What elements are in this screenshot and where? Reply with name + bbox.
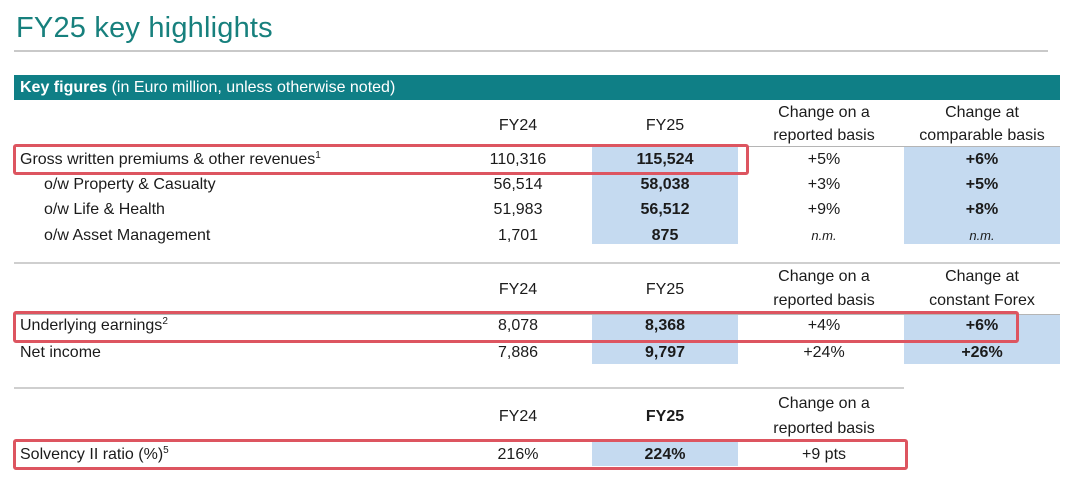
annotation-box-underlying-earnings [13, 311, 1019, 343]
table-row-fy25: 56,512 [640, 201, 690, 218]
key-figures-header: Key figures (in Euro million, unless oth… [14, 75, 1060, 100]
comparable-highlight-table1 [904, 146, 1060, 244]
table1-bottom-rule [14, 262, 1060, 264]
annotation-box-gross-premiums [13, 144, 749, 175]
table-row-comparable: +6% [965, 151, 999, 168]
table-row-fy24: 110,316 [489, 151, 547, 168]
table3-header-reported-2: reported basis [773, 420, 875, 437]
table-row-label: o/w Asset Management [44, 227, 211, 244]
table-row-reported: +9 pts [801, 446, 847, 463]
table3-header-reported-1: Change on a [778, 395, 870, 412]
table-row-comparable: +5% [965, 176, 999, 193]
table-row-label: Solvency II ratio (%)5 [20, 445, 169, 464]
table-row-fy25: 875 [651, 227, 679, 244]
table-row-reported: +24% [803, 344, 845, 361]
fy25-highlight-table3 [592, 441, 738, 466]
table-row-fy24: 51,983 [493, 201, 543, 218]
key-figures-label: Key figures [20, 79, 108, 96]
table-row-label: Gross written premiums & other revenues1 [20, 150, 321, 169]
table2-rule [14, 314, 1060, 315]
table1-header-fy25: FY25 [645, 117, 685, 134]
table-row-reported: +9% [807, 201, 841, 218]
key-figures-units: (in Euro million, unless otherwise noted… [107, 79, 396, 96]
table1-header-comparable-1: Change at [945, 104, 1019, 121]
table1-header-reported-2: reported basis [773, 127, 875, 144]
fy25-highlight-table1 [592, 146, 738, 244]
table-row-reported: n.m. [811, 228, 837, 243]
table2-header-fy24: FY24 [498, 281, 538, 298]
table-row-fy24: 7,886 [497, 344, 539, 361]
table2-bottom-rule [14, 387, 904, 389]
fy25-highlight-table2 [592, 314, 738, 364]
table-row-comparable: +8% [965, 201, 999, 218]
table-row-reported: +5% [807, 151, 841, 168]
table1-header-reported-1: Change on a [778, 104, 870, 121]
table1-header-comparable-2: comparable basis [919, 127, 1045, 144]
table2-header-reported-2: reported basis [773, 292, 875, 309]
table-row-label: o/w Life & Health [44, 201, 165, 218]
table-row-fy24: 56,514 [493, 176, 543, 193]
table2-header-fy25: FY25 [645, 281, 685, 298]
table-row-label: Underlying earnings2 [20, 316, 168, 335]
table-row-fy25: 9,797 [644, 344, 686, 361]
table-row-forex: +6% [965, 317, 999, 334]
table-row-fy25: 58,038 [640, 176, 690, 193]
table2-header-forex-1: Change at [945, 268, 1019, 285]
table1-header-fy24: FY24 [498, 117, 538, 134]
forex-highlight-table2 [904, 314, 1060, 364]
table-row-label: o/w Property & Casualty [44, 176, 216, 193]
table-row-reported: +3% [807, 176, 841, 193]
table-row-fy24: 216% [497, 446, 539, 463]
table3-header-fy24: FY24 [498, 408, 538, 425]
table3-header-fy25: FY25 [645, 408, 685, 425]
table2-header-forex-2: constant Forex [929, 292, 1035, 309]
table-row-fy25: 8,368 [644, 317, 686, 334]
table-row-label: Net income [20, 344, 101, 361]
table-row-reported: +4% [807, 317, 841, 334]
table-row-forex: +26% [961, 344, 1003, 361]
table2-header-reported-1: Change on a [778, 268, 870, 285]
table-row-fy24: 8,078 [497, 317, 539, 334]
title-divider [14, 50, 1048, 52]
table-row-fy25: 224% [644, 446, 686, 463]
table-row-fy24: 1,701 [497, 227, 539, 244]
annotation-box-solvency [13, 439, 908, 470]
page-title: FY25 key highlights [16, 12, 273, 44]
table-row-comparable: n.m. [969, 228, 995, 243]
table-row-fy25: 115,524 [636, 151, 694, 168]
